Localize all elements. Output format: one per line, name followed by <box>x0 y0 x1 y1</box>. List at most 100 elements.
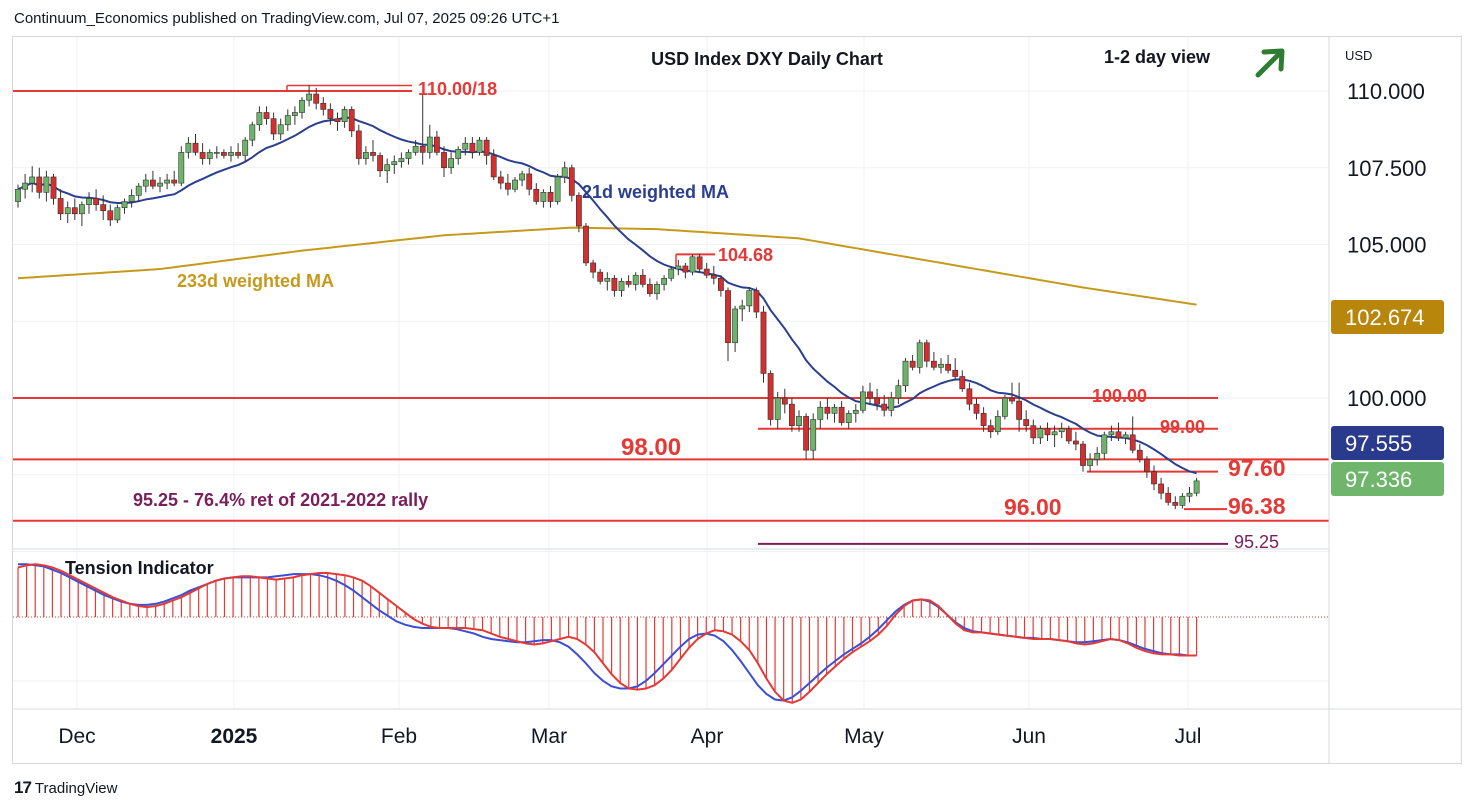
candle <box>888 391 895 417</box>
candle-body <box>348 109 355 132</box>
candle-body <box>1087 459 1093 466</box>
candle-body <box>1151 471 1157 485</box>
level-label-96-38: 96.38 <box>1228 493 1286 519</box>
candle-body <box>412 145 419 153</box>
ma21-line <box>17 116 1197 475</box>
candle-body <box>1073 440 1079 445</box>
candle-body <box>1065 428 1072 442</box>
candle <box>654 281 660 300</box>
candle <box>348 106 355 138</box>
candle <box>86 192 92 214</box>
candle-body <box>1179 495 1186 506</box>
candle <box>902 358 909 392</box>
candle <box>973 398 980 420</box>
candle-body <box>767 373 774 420</box>
level-label-96: 96.00 <box>1004 494 1062 520</box>
candle <box>362 146 369 165</box>
candle-body <box>128 195 135 202</box>
candle <box>547 186 554 208</box>
candle <box>760 305 767 383</box>
candle <box>625 275 632 288</box>
candle-body <box>966 388 973 405</box>
candle-body <box>959 376 966 390</box>
candle-body <box>36 176 43 193</box>
y-tick-label: 107.500 <box>1347 156 1427 181</box>
candle-body <box>654 284 660 294</box>
candle <box>945 355 951 374</box>
candle <box>1030 419 1037 445</box>
fib-annotation: 95.25 - 76.4% ret of 2021-2022 rally <box>133 490 428 510</box>
candle <box>291 106 298 125</box>
level-label-99: 99.00 <box>1160 417 1205 437</box>
candle <box>675 259 682 276</box>
candle <box>426 124 433 159</box>
candle-body <box>590 262 596 273</box>
candle-body <box>1030 425 1037 439</box>
candle <box>377 152 383 177</box>
candle <box>157 176 163 193</box>
tradingview-logo-icon: 17 <box>14 778 32 797</box>
candle <box>433 130 440 156</box>
candle-body <box>384 164 391 172</box>
arrow-up-right-icon <box>1255 48 1285 78</box>
candle-body <box>788 403 795 426</box>
candle <box>803 413 809 460</box>
candle-body <box>1122 434 1129 439</box>
candle-body <box>916 342 923 368</box>
candle <box>781 388 788 414</box>
candle-body <box>341 109 348 122</box>
candle-body <box>263 112 270 119</box>
candle-body <box>469 142 476 153</box>
candle-body <box>256 112 263 126</box>
candle-body <box>824 406 831 414</box>
candle-body <box>867 391 873 399</box>
candle <box>221 149 227 159</box>
footer-brand: TradingView <box>34 779 118 797</box>
price-badge-ma233: 102.674 <box>1331 300 1444 334</box>
footer: 17 TradingView <box>14 778 117 798</box>
candle <box>796 410 802 432</box>
currency-label: USD <box>1345 48 1372 63</box>
candle <box>185 137 192 159</box>
candle-body <box>945 363 951 371</box>
candle <box>568 164 575 202</box>
candle <box>533 183 540 205</box>
x-tick-label: Mar <box>531 725 567 748</box>
candle <box>561 161 568 184</box>
candle <box>504 173 511 196</box>
candle <box>1044 422 1051 441</box>
candle <box>895 379 902 405</box>
candle <box>128 189 135 208</box>
candle <box>987 419 994 438</box>
candle <box>597 269 604 285</box>
candle-body <box>355 130 362 159</box>
x-tick-label: Dec <box>58 725 95 748</box>
candle-body <box>838 406 845 423</box>
candle-body <box>171 179 178 184</box>
candle-body <box>859 391 866 411</box>
candle-body <box>668 268 675 279</box>
candles <box>15 85 1200 510</box>
candle <box>980 407 987 432</box>
candle <box>419 94 426 165</box>
candle-body <box>1172 502 1179 506</box>
tension-indicator-pane <box>13 563 1329 704</box>
candle-body <box>1009 397 1015 402</box>
candle-body <box>57 198 64 215</box>
candle-body <box>845 413 852 423</box>
candle <box>682 262 689 279</box>
candle-body <box>1136 449 1143 460</box>
candle <box>817 401 824 429</box>
indicator-slow-line <box>18 563 1197 702</box>
candle <box>668 265 675 282</box>
candle <box>753 287 760 319</box>
candle-body <box>703 268 710 276</box>
candle <box>1073 431 1079 451</box>
candle <box>327 103 334 125</box>
candle-body <box>895 385 902 399</box>
candle <box>142 173 149 193</box>
candle <box>441 146 447 177</box>
candle-body <box>1023 419 1030 426</box>
candle <box>1122 431 1129 445</box>
